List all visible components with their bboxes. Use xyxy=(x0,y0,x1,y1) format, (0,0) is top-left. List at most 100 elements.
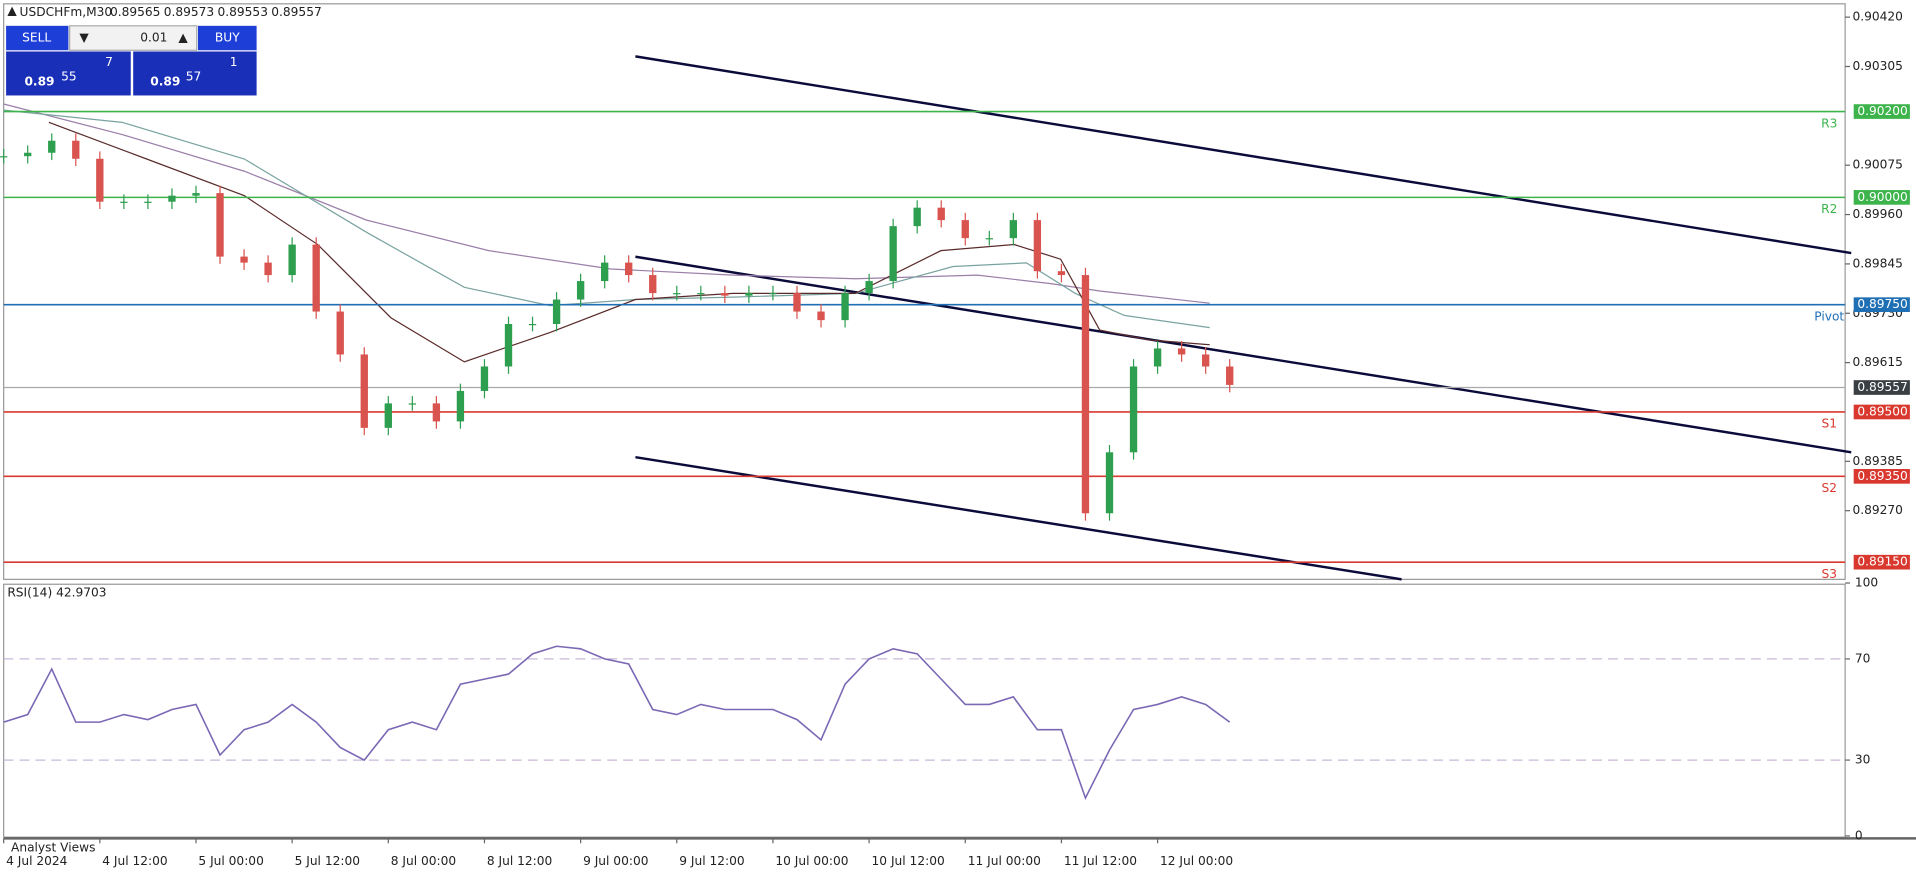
rsi-title: RSI(14) 42.9703 xyxy=(7,585,106,599)
lot-input[interactable] xyxy=(69,25,198,51)
channel-line xyxy=(635,255,1852,454)
sell-label[interactable]: SELL xyxy=(22,31,51,45)
buy-pips: 57 xyxy=(186,70,202,84)
candle-body xyxy=(841,293,849,321)
candle-body xyxy=(48,140,56,153)
candle-body xyxy=(913,207,921,227)
candle-body xyxy=(408,403,417,405)
lot-value[interactable]: 0.01 xyxy=(140,31,167,45)
candle-body xyxy=(697,293,705,295)
level-name: R3 xyxy=(1821,116,1837,130)
candle-body xyxy=(144,201,152,203)
x-tick-label: 9 Jul 00:00 xyxy=(583,854,648,868)
symbol: USDCHFm,M30 xyxy=(20,5,113,19)
y-tick-label: 0.89960 xyxy=(1852,207,1902,221)
collapse-icon[interactable]: ▲ xyxy=(7,4,17,18)
sell-pips: 55 xyxy=(61,70,77,84)
lot-up[interactable]: ▲ xyxy=(178,31,188,45)
x-tick-label: 9 Jul 12:00 xyxy=(679,854,744,868)
candle-body xyxy=(1105,452,1114,514)
sell-price-big: 0.89 xyxy=(24,75,54,89)
y-tick-label: 0.89270 xyxy=(1852,503,1902,517)
plot: 0.904200.903050.900750.899600.898450.897… xyxy=(0,10,1910,868)
candle-body xyxy=(240,256,248,263)
level-label: 0.89150 xyxy=(1857,555,1907,569)
level-badge xyxy=(1853,297,1910,313)
current-price-badge xyxy=(1853,380,1910,395)
candle-body xyxy=(192,193,200,196)
candle-body xyxy=(1226,366,1234,385)
quote: 0.89573 xyxy=(164,5,214,19)
sell-fraction: 7 xyxy=(105,55,113,69)
candle-body xyxy=(985,238,993,240)
candle-body xyxy=(793,293,801,312)
y-tick-label: 100 xyxy=(1855,576,1878,590)
candle-body xyxy=(72,140,80,159)
candle-body xyxy=(96,158,104,202)
y-tick-label: 0.90305 xyxy=(1852,59,1902,73)
y-tick-label: 0.90420 xyxy=(1852,10,1902,24)
candle-body xyxy=(1033,220,1042,272)
price-pane xyxy=(3,3,1846,580)
level-badge xyxy=(1853,469,1910,484)
lot-down[interactable]: ▼ xyxy=(79,31,89,45)
x-tick-label: 4 Jul 12:00 xyxy=(102,854,167,868)
candle-body xyxy=(576,281,585,300)
candle-body xyxy=(649,275,657,294)
candle-body xyxy=(552,299,561,324)
candle-body xyxy=(745,293,753,296)
level-name: S1 xyxy=(1821,417,1837,431)
x-tick-label: 5 Jul 00:00 xyxy=(198,854,263,868)
buy-fraction: 1 xyxy=(230,55,238,69)
candle-body xyxy=(865,281,873,294)
candle-body xyxy=(24,152,32,157)
tab-label[interactable]: Analyst Views xyxy=(11,841,96,855)
moving-average xyxy=(3,103,1210,304)
x-tick-label: 11 Jul 00:00 xyxy=(968,854,1041,868)
level-label: 0.90200 xyxy=(1857,104,1907,118)
buy-price-big: 0.89 xyxy=(150,75,180,89)
level-label: 0.89500 xyxy=(1857,404,1907,418)
candle-body xyxy=(456,390,465,422)
candle-body xyxy=(625,262,633,276)
current-price-label: 0.89557 xyxy=(1857,380,1907,394)
level-name: S3 xyxy=(1821,567,1837,581)
candle-body xyxy=(216,193,224,257)
candle-body xyxy=(264,262,272,276)
quote: 0.89553 xyxy=(218,5,268,19)
buy-price[interactable] xyxy=(133,51,257,96)
candle-body xyxy=(1081,275,1090,514)
level-name: Pivot xyxy=(1814,309,1844,323)
level-badge xyxy=(1853,404,1910,420)
y-tick-label: 0 xyxy=(1855,828,1863,842)
x-tick-label: 8 Jul 12:00 xyxy=(487,854,552,868)
candle-body xyxy=(288,244,296,276)
candle-body xyxy=(1177,348,1186,355)
channel-line xyxy=(635,55,1852,255)
candle-body xyxy=(961,220,969,239)
candle-body xyxy=(432,403,441,422)
buy-button[interactable] xyxy=(197,25,257,51)
candle-body xyxy=(721,293,729,296)
candle-body xyxy=(480,366,489,391)
x-tick-label: 8 Jul 00:00 xyxy=(391,854,456,868)
x-tick-label: 11 Jul 12:00 xyxy=(1064,854,1137,868)
x-tick-label: 10 Jul 00:00 xyxy=(775,854,848,868)
level-badge xyxy=(1853,104,1910,119)
y-tick-label: 30 xyxy=(1855,753,1871,767)
x-tick-label: 4 Jul 2024 xyxy=(6,854,68,868)
quote: 0.89557 xyxy=(271,5,321,19)
x-tick-label: 10 Jul 12:00 xyxy=(872,854,945,868)
x-tick-label: 5 Jul 12:00 xyxy=(295,854,360,868)
y-tick-label: 0.89615 xyxy=(1852,355,1902,369)
sell-button[interactable] xyxy=(6,25,69,51)
candle-body xyxy=(1153,348,1162,367)
candle-body xyxy=(168,195,176,202)
level-label: 0.90000 xyxy=(1857,190,1907,204)
buy-label[interactable]: BUY xyxy=(215,31,240,45)
channel-line xyxy=(635,455,1402,581)
sell-price[interactable] xyxy=(6,51,131,96)
candle-body xyxy=(1129,366,1138,453)
candle-body xyxy=(0,156,8,158)
